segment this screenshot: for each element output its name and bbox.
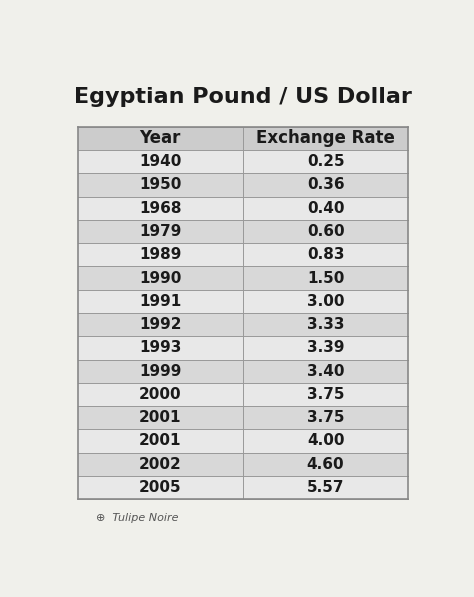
Bar xyxy=(78,243,243,266)
Bar xyxy=(78,336,243,359)
Text: 3.75: 3.75 xyxy=(307,387,344,402)
Text: 0.40: 0.40 xyxy=(307,201,344,216)
Text: 3.75: 3.75 xyxy=(307,410,344,425)
Bar xyxy=(78,266,243,290)
Text: 3.39: 3.39 xyxy=(307,340,344,355)
Bar xyxy=(78,359,243,383)
Text: 2002: 2002 xyxy=(139,457,182,472)
Text: 1993: 1993 xyxy=(139,340,182,355)
Text: 0.60: 0.60 xyxy=(307,224,345,239)
Text: 3.33: 3.33 xyxy=(307,317,344,332)
Bar xyxy=(78,127,243,150)
Text: 2001: 2001 xyxy=(139,433,182,448)
Text: 2005: 2005 xyxy=(139,480,182,495)
Bar xyxy=(243,220,408,243)
Bar xyxy=(243,359,408,383)
Bar xyxy=(243,196,408,220)
Bar xyxy=(243,266,408,290)
Text: 1989: 1989 xyxy=(139,247,182,262)
Text: 3.40: 3.40 xyxy=(307,364,344,378)
Text: 2001: 2001 xyxy=(139,410,182,425)
Text: 1940: 1940 xyxy=(139,154,182,169)
Text: 3.00: 3.00 xyxy=(307,294,344,309)
Bar xyxy=(78,196,243,220)
Text: 1992: 1992 xyxy=(139,317,182,332)
Text: 2000: 2000 xyxy=(139,387,182,402)
Text: 4.60: 4.60 xyxy=(307,457,345,472)
Bar xyxy=(78,406,243,429)
Text: Year: Year xyxy=(139,130,181,147)
Bar xyxy=(243,383,408,406)
Bar xyxy=(78,429,243,453)
Bar xyxy=(78,290,243,313)
Text: 1999: 1999 xyxy=(139,364,182,378)
Text: 0.36: 0.36 xyxy=(307,177,345,192)
Bar xyxy=(78,453,243,476)
Text: ⊕  Tulipe Noire: ⊕ Tulipe Noire xyxy=(96,513,179,524)
Bar xyxy=(243,127,408,150)
Text: 1979: 1979 xyxy=(139,224,182,239)
Bar xyxy=(78,383,243,406)
Bar xyxy=(243,453,408,476)
Text: 1950: 1950 xyxy=(139,177,182,192)
Bar xyxy=(78,173,243,196)
Bar xyxy=(78,220,243,243)
Text: 5.57: 5.57 xyxy=(307,480,344,495)
Bar xyxy=(243,476,408,499)
Bar xyxy=(243,150,408,173)
Bar xyxy=(243,313,408,336)
Bar xyxy=(78,150,243,173)
Bar xyxy=(243,429,408,453)
Text: 1990: 1990 xyxy=(139,270,182,285)
Bar xyxy=(243,336,408,359)
Bar xyxy=(243,406,408,429)
Bar xyxy=(243,243,408,266)
Text: Egyptian Pound / US Dollar: Egyptian Pound / US Dollar xyxy=(74,87,412,107)
Bar xyxy=(78,476,243,499)
Text: Exchange Rate: Exchange Rate xyxy=(256,130,395,147)
Text: 1.50: 1.50 xyxy=(307,270,344,285)
Text: 0.25: 0.25 xyxy=(307,154,345,169)
Text: 1991: 1991 xyxy=(139,294,182,309)
Bar xyxy=(78,313,243,336)
Text: 4.00: 4.00 xyxy=(307,433,344,448)
Bar xyxy=(243,173,408,196)
Text: 0.83: 0.83 xyxy=(307,247,344,262)
Text: 1968: 1968 xyxy=(139,201,182,216)
Bar xyxy=(243,290,408,313)
